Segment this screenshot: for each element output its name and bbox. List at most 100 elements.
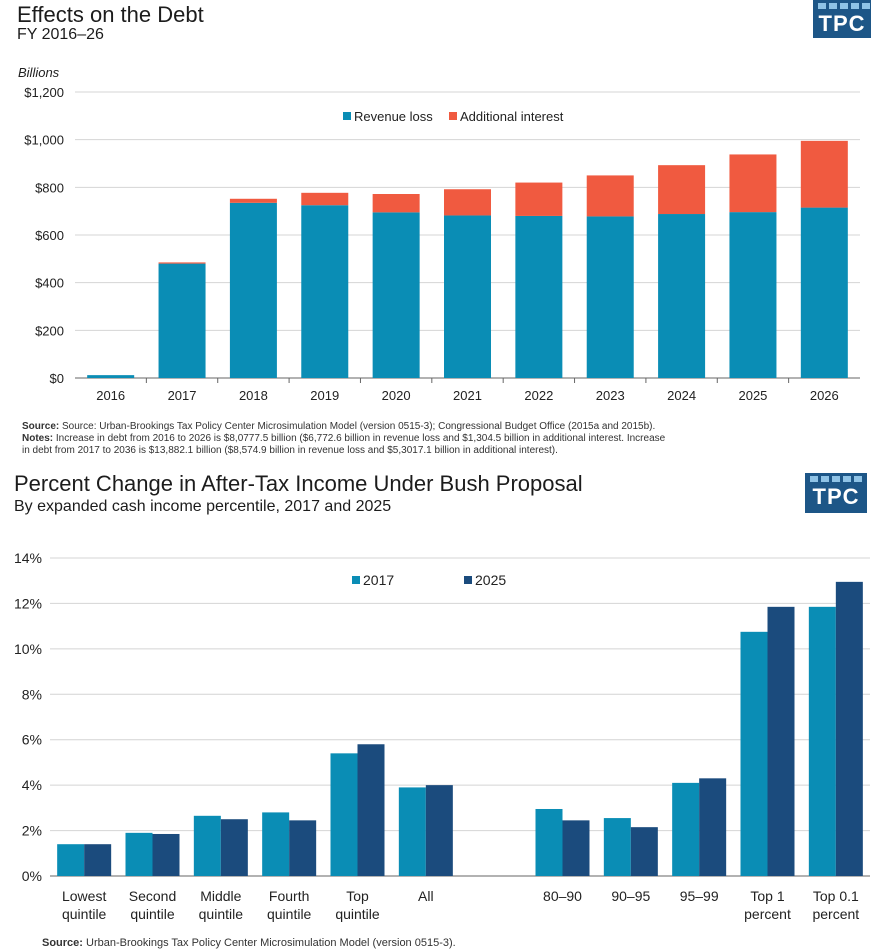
logo-dots-icon — [818, 3, 870, 9]
debt-chart: Billions $0 $200 $400 $600 $800 $1,000 $1,200 20… — [18, 65, 860, 403]
x-tick-label: 95–99 — [680, 888, 719, 904]
y-tick-label: $600 — [35, 228, 64, 243]
y-tick-label: 4% — [22, 777, 42, 793]
x-tick-label: All — [418, 888, 434, 904]
legend-swatch — [343, 112, 351, 120]
bar-2017 — [740, 631, 768, 876]
bar-revenue-loss — [229, 202, 277, 378]
chart1-title: Effects on the Debt — [17, 2, 204, 27]
bar-additional-interest — [586, 175, 634, 217]
bar-additional-interest — [158, 262, 206, 264]
x-tick-label: Middle — [200, 888, 241, 904]
bar-revenue-loss — [87, 375, 135, 378]
x-tick-label: quintile — [62, 906, 107, 922]
x-tick-label: 2024 — [667, 388, 696, 403]
bar-revenue-loss — [372, 212, 420, 378]
bar-additional-interest — [229, 198, 277, 203]
notes-line1: Increase in debt from 2016 to 2026 is $8… — [55, 433, 666, 444]
bar-additional-interest — [658, 165, 706, 215]
bar-2017 — [535, 808, 563, 876]
bar-2025 — [289, 820, 317, 876]
legend-label: 2025 — [475, 572, 506, 588]
bar-2025 — [835, 581, 863, 876]
x-tick-label: 80–90 — [543, 888, 582, 904]
bar-2017 — [398, 787, 426, 876]
x-tick-label: quintile — [199, 906, 244, 922]
bar-revenue-loss — [158, 263, 206, 378]
x-tick-label: 2022 — [524, 388, 553, 403]
x-tick-label: 2026 — [810, 388, 839, 403]
bar-additional-interest — [444, 189, 491, 216]
y-tick-label: $800 — [35, 180, 64, 195]
notes-label: Notes: — [22, 433, 54, 444]
y-tick-label: $1,200 — [24, 85, 64, 100]
x-tick-label: 2018 — [239, 388, 268, 403]
bar-2017 — [57, 844, 85, 876]
y-tick-label: 14% — [14, 550, 42, 566]
x-tick-label: quintile — [335, 906, 380, 922]
bar-2017 — [193, 815, 221, 876]
y-tick-label: 2% — [22, 823, 42, 839]
bar-revenue-loss — [444, 215, 491, 378]
chart2-source: Source: Urban-Brookings Tax Policy Cente… — [42, 937, 456, 949]
x-tick-label: 2025 — [738, 388, 767, 403]
chart1-notes-line2: in debt from 2017 to 2036 is $13,882.1 b… — [22, 445, 558, 456]
y-tick-label: $400 — [35, 276, 64, 291]
income-chart: 0% 2% 4% 6% 8% 10% 12% 14% Lowest quintile Second q… — [14, 550, 870, 922]
bar-additional-interest — [372, 194, 420, 213]
legend-swatch — [449, 112, 457, 120]
bar-2025 — [699, 778, 727, 876]
source-label: Source: — [22, 421, 60, 432]
logo-text: TPC — [812, 484, 860, 509]
bar-2017 — [603, 818, 631, 876]
y-axis-label: Billions — [18, 65, 60, 80]
bar-revenue-loss — [800, 207, 848, 378]
chart2-subtitle: By expanded cash income percentile, 2017… — [14, 498, 392, 515]
x-tick-label: 2017 — [168, 388, 197, 403]
bar-additional-interest — [301, 192, 349, 206]
x-tick-label: 2019 — [310, 388, 339, 403]
y-tick-label: 8% — [22, 686, 42, 702]
bar-2025 — [630, 827, 658, 876]
bar-additional-interest — [729, 154, 777, 213]
x-tick-label: Top 0.1 — [813, 888, 859, 904]
y-tick-label: 6% — [22, 732, 42, 748]
tpc-logo-2: TPC — [805, 473, 867, 513]
x-tick-label: percent — [812, 906, 859, 922]
bar-2017 — [262, 812, 290, 876]
bar-revenue-loss — [729, 212, 777, 378]
x-tick-label: 2016 — [96, 388, 125, 403]
source-text: Urban-Brookings Tax Policy Center Micros… — [86, 937, 456, 949]
bar-revenue-loss — [586, 216, 634, 378]
x-tick-label: quintile — [267, 906, 312, 922]
bar-2025 — [84, 844, 112, 876]
bar-2017 — [808, 606, 836, 876]
chart1-subtitle: FY 2016–26 — [17, 26, 104, 43]
source-label: Source: — [42, 937, 83, 949]
bar-additional-interest — [800, 140, 848, 208]
x-tick-label: Fourth — [269, 888, 309, 904]
x-tick-label: 2023 — [596, 388, 625, 403]
y-tick-label: 10% — [14, 641, 42, 657]
bar-2025 — [152, 833, 180, 876]
bar-additional-interest — [515, 182, 563, 216]
x-tick-label: 2021 — [453, 388, 482, 403]
chart2-title: Percent Change in After-Tax Income Under… — [14, 471, 583, 496]
bar-revenue-loss — [515, 215, 563, 378]
x-tick-label: 90–95 — [611, 888, 650, 904]
bar-2025 — [425, 785, 453, 876]
legend-swatch — [464, 576, 472, 584]
legend-label: Additional interest — [460, 109, 564, 124]
bar-2025 — [767, 606, 795, 876]
x-tick-label: 2020 — [382, 388, 411, 403]
bar-revenue-loss — [301, 205, 349, 378]
chart1-notes: Notes: Increase in debt from 2016 to 202… — [22, 433, 665, 445]
legend-swatch — [352, 576, 360, 584]
bar-2025 — [220, 819, 248, 876]
tpc-logo-1: TPC — [813, 0, 871, 38]
y-tick-label: $200 — [35, 323, 64, 338]
x-tick-label: quintile — [130, 906, 175, 922]
chart1-source: Source: Source: Urban-Brookings Tax Poli… — [22, 421, 655, 433]
bar-2025 — [357, 744, 385, 876]
x-tick-label: Lowest — [62, 888, 106, 904]
